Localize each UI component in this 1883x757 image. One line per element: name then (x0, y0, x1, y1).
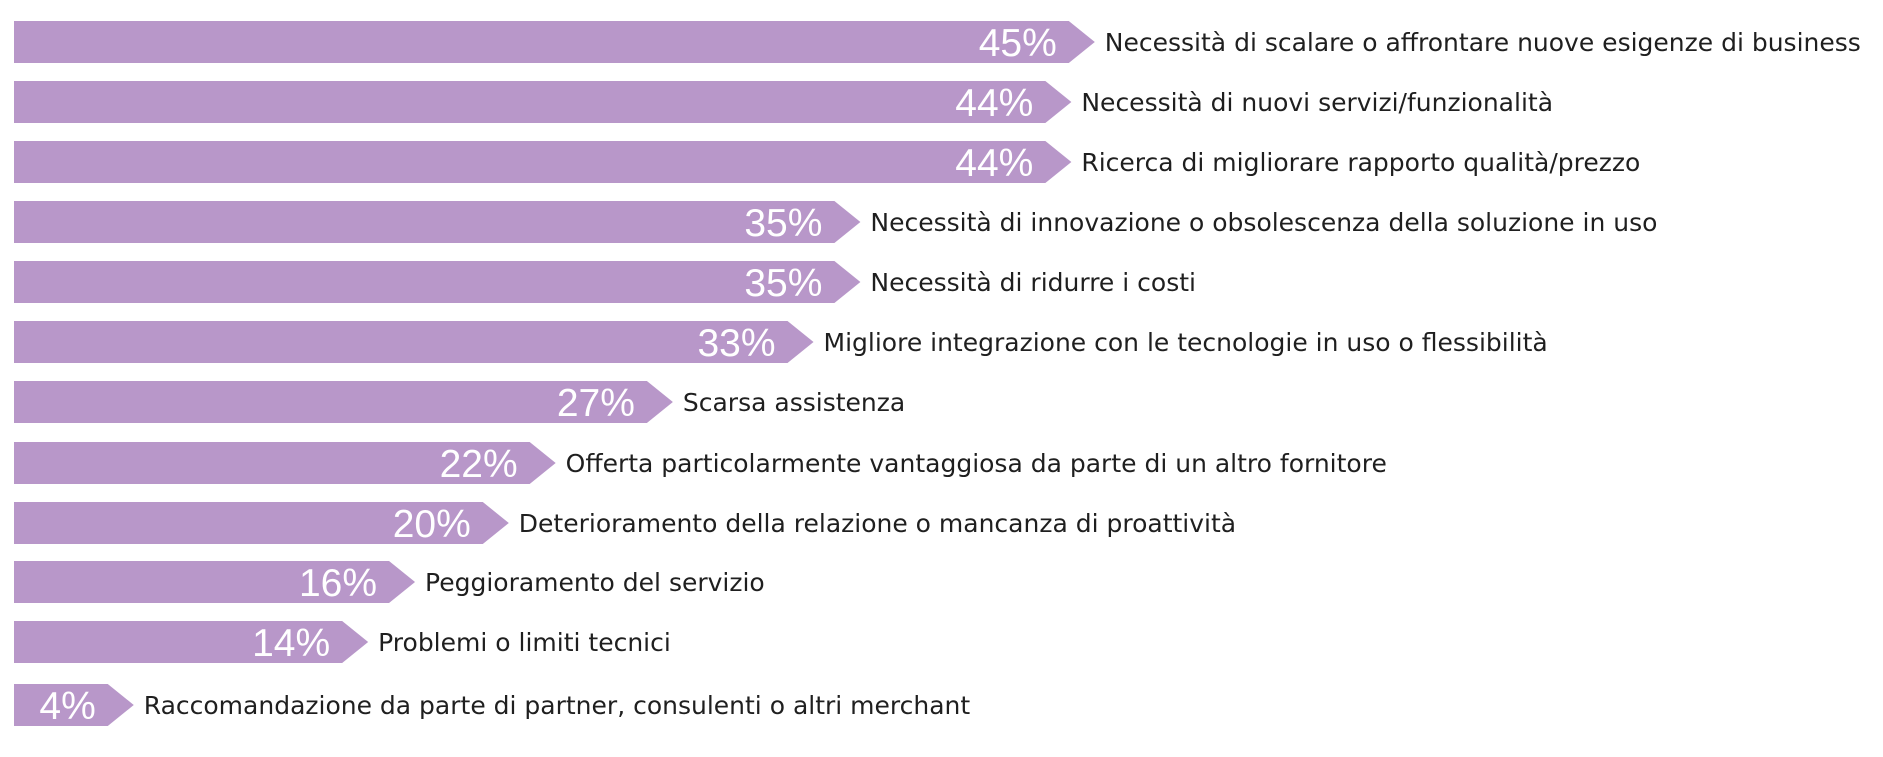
bar-value-label: 35% (744, 202, 822, 245)
bar (14, 502, 509, 544)
category-label: Necessità di scalare o affrontare nuove … (1105, 28, 1861, 57)
bar (14, 81, 1072, 123)
bar (14, 381, 673, 423)
bar-value-label: 27% (557, 382, 635, 425)
category-label: Deterioramento della relazione o mancanz… (519, 509, 1236, 538)
bar (14, 261, 861, 303)
category-label: Raccomandazione da parte di partner, con… (144, 691, 971, 720)
bar-value-label: 20% (393, 503, 471, 546)
bar (14, 141, 1072, 183)
bar-value-label: 14% (252, 622, 330, 665)
category-label: Necessità di nuovi servizi/funzionalità (1081, 88, 1553, 117)
category-label: Necessità di innovazione o obsolescenza … (870, 208, 1657, 237)
bar (14, 21, 1095, 63)
bar (14, 684, 134, 726)
bar-value-label: 4% (39, 685, 95, 728)
bar-value-label: 44% (955, 82, 1033, 125)
bar-value-label: 22% (440, 443, 518, 486)
bar-value-label: 33% (697, 322, 775, 365)
bar (14, 442, 556, 484)
category-label: Necessità di ridurre i costi (870, 268, 1196, 297)
bar-value-label: 35% (744, 262, 822, 305)
bar-value-label: 45% (979, 22, 1057, 65)
category-label: Ricerca di migliorare rapporto qualità/p… (1081, 148, 1640, 177)
bar (14, 561, 416, 603)
category-label: Peggioramento del servizio (425, 568, 765, 597)
bar (14, 621, 369, 663)
category-label: Problemi o limiti tecnici (378, 628, 671, 657)
category-label: Scarsa assistenza (683, 388, 905, 417)
category-label: Migliore integrazione con le tecnologie … (824, 328, 1548, 357)
bar-value-label: 44% (955, 142, 1033, 185)
bar (14, 321, 814, 363)
category-label: Offerta particolarmente vantaggiosa da p… (566, 449, 1387, 478)
bar-value-label: 16% (299, 562, 377, 605)
bar (14, 201, 861, 243)
